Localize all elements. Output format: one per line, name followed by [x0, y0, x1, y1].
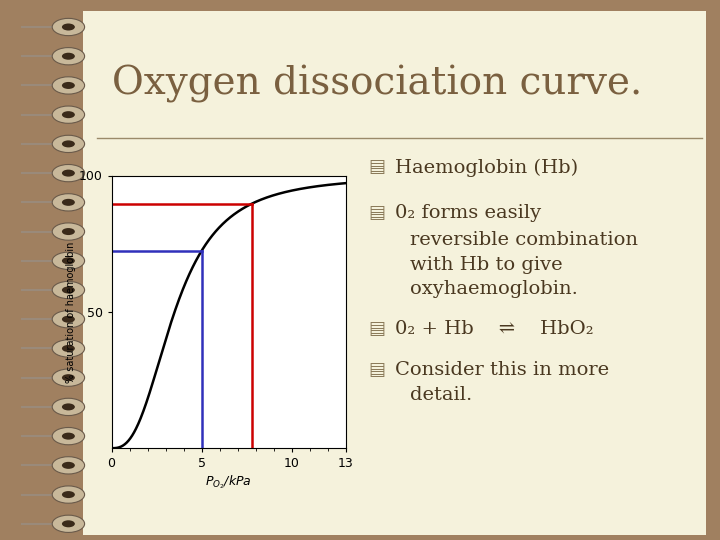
Ellipse shape [62, 345, 75, 352]
Ellipse shape [62, 287, 75, 294]
Ellipse shape [53, 106, 85, 123]
Ellipse shape [53, 135, 85, 152]
Ellipse shape [62, 82, 75, 89]
Ellipse shape [53, 340, 85, 357]
Ellipse shape [53, 77, 85, 94]
Text: ▤: ▤ [368, 158, 385, 177]
Text: ▤: ▤ [368, 204, 385, 222]
Ellipse shape [62, 53, 75, 60]
Text: Oxygen dissociation curve.: Oxygen dissociation curve. [112, 65, 642, 103]
Ellipse shape [62, 403, 75, 410]
Ellipse shape [53, 310, 85, 328]
Ellipse shape [53, 486, 85, 503]
Ellipse shape [62, 140, 75, 147]
Ellipse shape [53, 369, 85, 386]
Text: detail.: detail. [410, 386, 472, 404]
Y-axis label: % saturation of haemoglobin: % saturation of haemoglobin [66, 241, 76, 382]
Ellipse shape [53, 457, 85, 474]
Ellipse shape [62, 433, 75, 440]
Ellipse shape [53, 399, 85, 416]
Ellipse shape [62, 257, 75, 264]
Ellipse shape [53, 252, 85, 269]
Text: oxyhaemoglobin.: oxyhaemoglobin. [410, 280, 578, 298]
Ellipse shape [62, 491, 75, 498]
Text: ▤: ▤ [368, 361, 385, 379]
Text: 0₂ + Hb    ⇌    HbO₂: 0₂ + Hb ⇌ HbO₂ [395, 320, 593, 339]
Ellipse shape [62, 374, 75, 381]
Ellipse shape [53, 165, 85, 182]
Ellipse shape [62, 170, 75, 177]
Ellipse shape [53, 428, 85, 445]
Ellipse shape [62, 199, 75, 206]
Ellipse shape [62, 23, 75, 30]
FancyBboxPatch shape [79, 11, 706, 535]
Ellipse shape [62, 521, 75, 527]
Text: Haemoglobin (Hb): Haemoglobin (Hb) [395, 158, 577, 177]
Ellipse shape [62, 462, 75, 469]
Ellipse shape [62, 228, 75, 235]
Bar [0, 0, 83, 540]
X-axis label: $P_{O_2}$/kPa: $P_{O_2}$/kPa [205, 473, 252, 490]
Ellipse shape [62, 316, 75, 323]
Text: ▤: ▤ [368, 320, 385, 339]
Ellipse shape [53, 48, 85, 65]
Ellipse shape [53, 515, 85, 532]
Ellipse shape [53, 281, 85, 299]
Ellipse shape [53, 194, 85, 211]
Text: 0₂ forms easily: 0₂ forms easily [395, 204, 541, 222]
Text: reversible combination: reversible combination [410, 231, 639, 249]
Ellipse shape [53, 223, 85, 240]
Text: with Hb to give: with Hb to give [410, 255, 563, 274]
Ellipse shape [62, 111, 75, 118]
Ellipse shape [53, 18, 85, 36]
Text: Consider this in more: Consider this in more [395, 361, 608, 379]
